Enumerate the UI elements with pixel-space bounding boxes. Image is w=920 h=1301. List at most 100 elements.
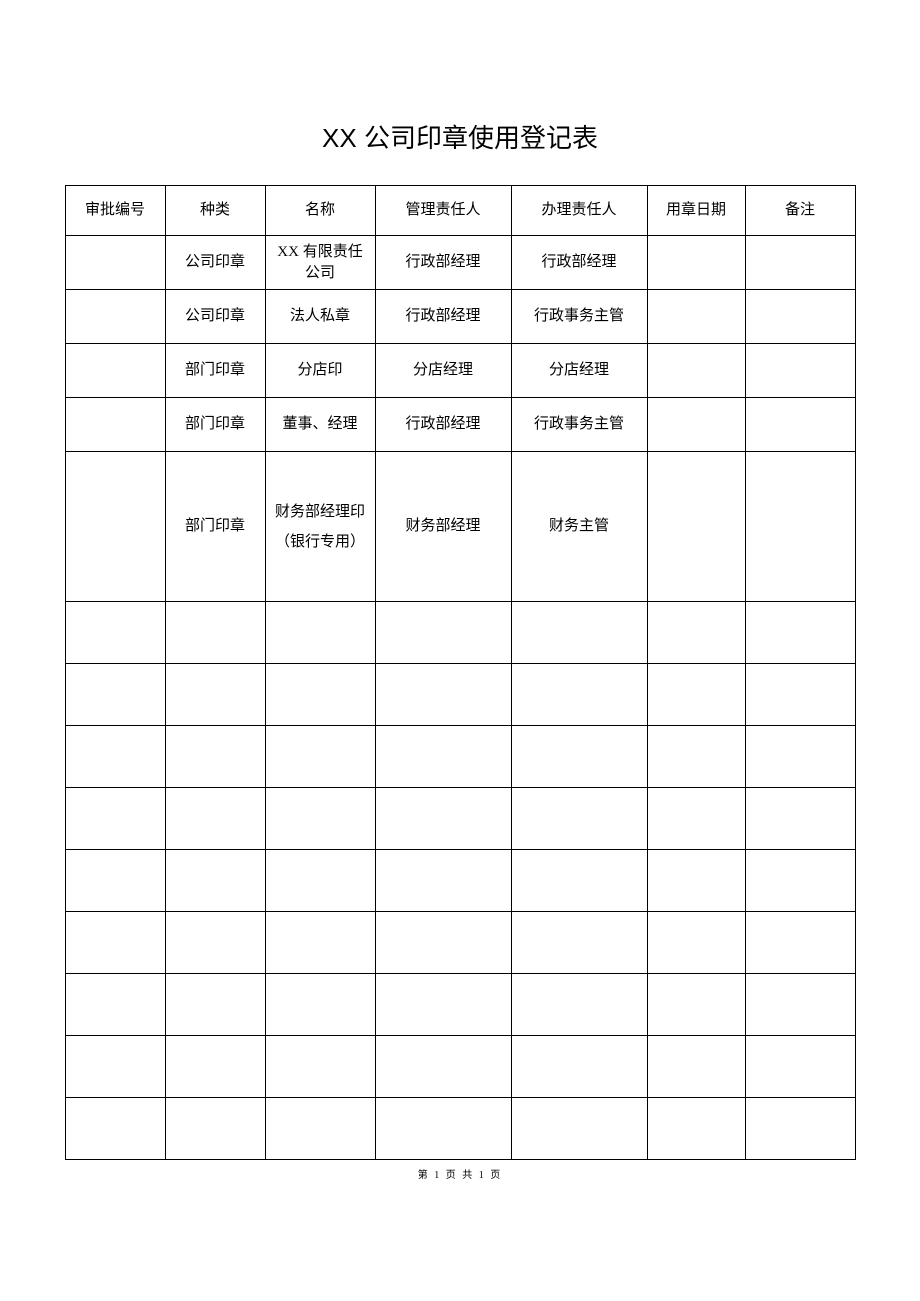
- table-row: 部门印章分店印分店经理分店经理: [65, 344, 855, 398]
- table-cell: [745, 236, 855, 290]
- table-cell: 分店印: [265, 344, 375, 398]
- table-cell: [647, 452, 745, 602]
- table-cell: 分店经理: [375, 344, 511, 398]
- cell-line: （银行专用）: [268, 527, 373, 557]
- cell-line: 财务部经理印: [268, 497, 373, 527]
- table-cell: [65, 344, 165, 398]
- cell-line: XX 有限责任: [268, 242, 373, 263]
- table-cell: 公司印章: [165, 290, 265, 344]
- table-cell: [511, 788, 647, 850]
- table-cell: [647, 850, 745, 912]
- table-cell: 行政部经理: [511, 236, 647, 290]
- table-cell: 财务部经理印（银行专用）: [265, 452, 375, 602]
- table-row: [65, 1098, 855, 1160]
- table-cell: [65, 974, 165, 1036]
- column-header: 备注: [745, 186, 855, 236]
- table-cell: [647, 788, 745, 850]
- table-cell: [745, 452, 855, 602]
- table-row: [65, 850, 855, 912]
- table-row: 公司印章XX 有限责任公司行政部经理行政部经理: [65, 236, 855, 290]
- table-cell: 行政部经理: [375, 236, 511, 290]
- table-cell: [745, 726, 855, 788]
- table-cell: [165, 1098, 265, 1160]
- table-cell: 部门印章: [165, 344, 265, 398]
- table-row: [65, 664, 855, 726]
- page-footer: 第 1 页 共 1 页: [0, 1166, 920, 1181]
- table-cell: 行政事务主管: [511, 398, 647, 452]
- table-cell: 公司印章: [165, 236, 265, 290]
- table-cell: [511, 1098, 647, 1160]
- table-cell: [65, 452, 165, 602]
- table-cell: 部门印章: [165, 398, 265, 452]
- table-cell: 部门印章: [165, 452, 265, 602]
- table-cell: [647, 398, 745, 452]
- table-row: [65, 974, 855, 1036]
- column-header: 名称: [265, 186, 375, 236]
- table-cell: [265, 850, 375, 912]
- table-cell: 法人私章: [265, 290, 375, 344]
- table-cell: [65, 788, 165, 850]
- seal-registration-table: 审批编号种类名称管理责任人办理责任人用章日期备注 公司印章XX 有限责任公司行政…: [65, 185, 856, 1160]
- table-cell: [745, 912, 855, 974]
- table-cell: [165, 1036, 265, 1098]
- table-cell: [65, 398, 165, 452]
- table-cell: [165, 664, 265, 726]
- table-cell: [511, 912, 647, 974]
- table-cell: [745, 602, 855, 664]
- table-cell: [375, 974, 511, 1036]
- table-cell: [647, 726, 745, 788]
- table-cell: [65, 664, 165, 726]
- table-row: 部门印章董事、经理行政部经理行政事务主管: [65, 398, 855, 452]
- table-cell: [165, 602, 265, 664]
- table-cell: [375, 602, 511, 664]
- table-cell: [65, 850, 165, 912]
- table-body: 公司印章XX 有限责任公司行政部经理行政部经理公司印章法人私章行政部经理行政事务…: [65, 236, 855, 1160]
- table-cell: [745, 664, 855, 726]
- table-cell: [511, 850, 647, 912]
- table-cell: [511, 726, 647, 788]
- table-cell: [375, 1036, 511, 1098]
- table-cell: [647, 1098, 745, 1160]
- table-cell: [745, 788, 855, 850]
- table-cell: [647, 1036, 745, 1098]
- table-cell: 财务部经理: [375, 452, 511, 602]
- table-cell: [745, 1036, 855, 1098]
- table-cell: [745, 974, 855, 1036]
- table-row: [65, 912, 855, 974]
- table-cell: [647, 664, 745, 726]
- table-cell: [745, 290, 855, 344]
- table-cell: 分店经理: [511, 344, 647, 398]
- table-cell: [511, 664, 647, 726]
- table-cell: [65, 236, 165, 290]
- table-row: [65, 1036, 855, 1098]
- table-cell: [165, 912, 265, 974]
- column-header: 办理责任人: [511, 186, 647, 236]
- table-cell: [65, 290, 165, 344]
- table-cell: [165, 974, 265, 1036]
- cell-line: 公司: [268, 263, 373, 284]
- table-header: 审批编号种类名称管理责任人办理责任人用章日期备注: [65, 186, 855, 236]
- column-header: 审批编号: [65, 186, 165, 236]
- table-cell: [265, 602, 375, 664]
- table-cell: [647, 344, 745, 398]
- table-cell: [375, 726, 511, 788]
- table-cell: [647, 602, 745, 664]
- table-row: [65, 788, 855, 850]
- table-cell: [511, 1036, 647, 1098]
- table-cell: 财务主管: [511, 452, 647, 602]
- table-cell: [745, 398, 855, 452]
- table-cell: 董事、经理: [265, 398, 375, 452]
- table-cell: XX 有限责任公司: [265, 236, 375, 290]
- table-cell: [65, 726, 165, 788]
- table-cell: [65, 1098, 165, 1160]
- table-cell: [65, 912, 165, 974]
- table-row: 部门印章财务部经理印（银行专用）财务部经理财务主管: [65, 452, 855, 602]
- table-cell: 行政部经理: [375, 290, 511, 344]
- table-cell: [265, 912, 375, 974]
- table-cell: [265, 726, 375, 788]
- table-cell: [745, 1098, 855, 1160]
- table-cell: 行政部经理: [375, 398, 511, 452]
- table-cell: [375, 788, 511, 850]
- table-header-row: 审批编号种类名称管理责任人办理责任人用章日期备注: [65, 186, 855, 236]
- table-cell: [647, 974, 745, 1036]
